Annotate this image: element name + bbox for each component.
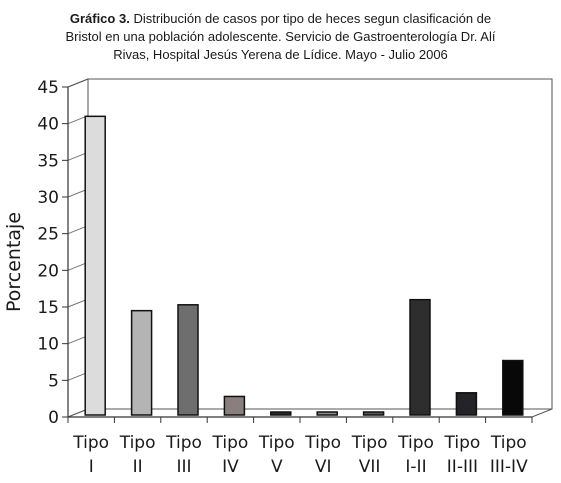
x-tick-label-line2: III bbox=[176, 457, 191, 477]
bar-9 bbox=[502, 359, 524, 416]
x-tick-label-line2: III-IV bbox=[490, 457, 528, 477]
x-tick-label-line1: Tipo bbox=[212, 433, 249, 453]
bar-0 bbox=[84, 115, 106, 416]
x-tick-label-line2: V bbox=[271, 457, 283, 477]
bar-4 bbox=[270, 411, 292, 416]
y-tick-label: 35 bbox=[37, 151, 59, 171]
x-tick-label-line1: Tipo bbox=[72, 433, 109, 453]
x-tick-label-line1: Tipo bbox=[351, 433, 388, 453]
y-tick-label: 5 bbox=[48, 371, 59, 391]
back-wall bbox=[87, 78, 553, 410]
x-tick-label-line1: Tipo bbox=[165, 433, 202, 453]
x-axis-ticks: Tipo I Tipo II Tipo III Tipo IV Tipo V Tipo VI Tipo V… bbox=[67, 417, 533, 477]
x-tick-label-line2: II-III bbox=[447, 457, 478, 477]
caption-label: Gráfico 3. bbox=[69, 11, 130, 26]
bar-3 bbox=[223, 395, 246, 416]
y-tick-label: 25 bbox=[37, 225, 59, 245]
y-tick-label: 40 bbox=[37, 115, 59, 135]
y-axis-label: Porcentaje bbox=[3, 212, 25, 312]
bar-6 bbox=[362, 411, 385, 416]
y-tick-label: 45 bbox=[37, 78, 59, 98]
left-wall-top bbox=[67, 78, 89, 88]
y-tick-label: 15 bbox=[37, 298, 59, 318]
x-tick-label-line1: Tipo bbox=[444, 433, 481, 453]
y-axis-ticks: 0 5 10 15 20 25 30 35 40 45 bbox=[37, 78, 59, 428]
y-tick-label: 20 bbox=[37, 261, 59, 281]
x-tick-label-line2: II bbox=[133, 457, 143, 477]
chart-frame bbox=[67, 78, 553, 418]
x-tick-label-line1: Tipo bbox=[258, 433, 295, 453]
x-tick-label-line2: I bbox=[89, 457, 94, 477]
bar-1 bbox=[130, 309, 153, 416]
x-tick-label-line2: VI bbox=[315, 457, 332, 477]
x-tick-label-line1: Tipo bbox=[490, 433, 527, 453]
x-tick-label-line1: Tipo bbox=[304, 433, 341, 453]
chart-caption: Gráfico 3. Distribución de casos por tip… bbox=[0, 10, 561, 64]
y-tick-label: 30 bbox=[37, 188, 59, 208]
x-tick-label-line2: IV bbox=[222, 457, 239, 477]
y-tick-label: 0 bbox=[48, 408, 59, 428]
x-tick-label-line1: Tipo bbox=[119, 433, 156, 453]
x-tick-label-line2: I-II bbox=[405, 457, 426, 477]
x-tick-label-line1: Tipo bbox=[397, 433, 434, 453]
x-tick-label-line2: VII bbox=[359, 457, 381, 477]
caption-line-2: Bristol en una población adolescente. Se… bbox=[65, 29, 496, 44]
caption-line-1: Distribución de casos por tipo de heces … bbox=[133, 11, 492, 26]
bars bbox=[84, 115, 524, 416]
bar-2 bbox=[177, 304, 199, 416]
caption-line-3: Rivas, Hospital Jesús Yerena de Lídice. … bbox=[113, 47, 448, 62]
bar-5 bbox=[316, 411, 338, 416]
bar-7 bbox=[409, 298, 431, 416]
y-tick-label: 10 bbox=[37, 335, 59, 355]
bar-8 bbox=[455, 392, 478, 416]
